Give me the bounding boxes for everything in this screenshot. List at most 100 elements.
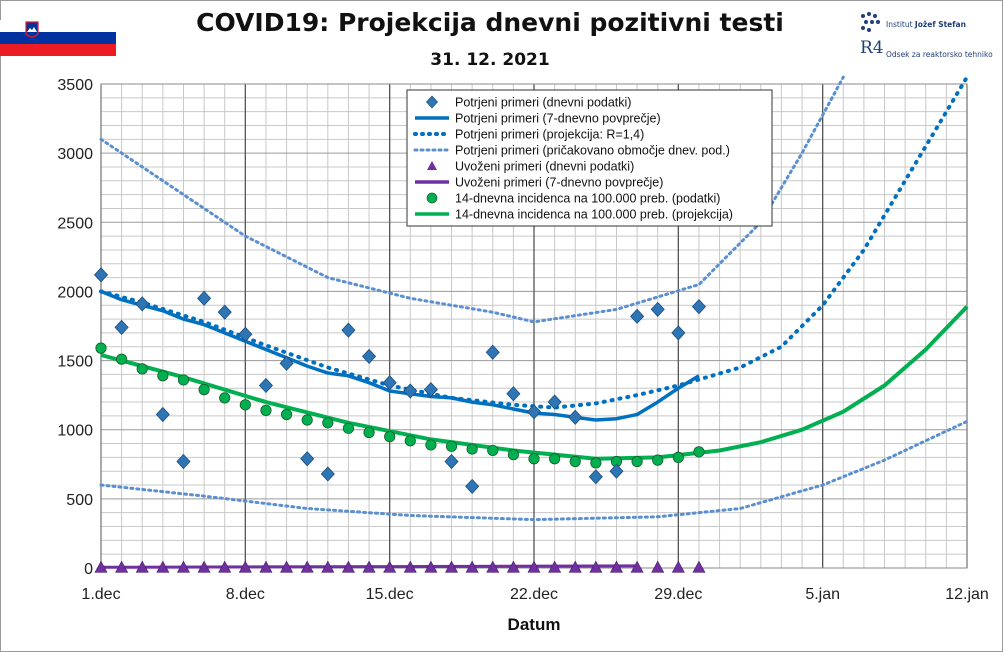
imported-data-point xyxy=(135,560,149,573)
incidence-data-point xyxy=(157,370,169,382)
imported-data-point xyxy=(115,560,129,573)
confirmed-data-point xyxy=(691,299,706,315)
y-tick-label: 0 xyxy=(84,561,93,578)
series-projection-line xyxy=(99,75,969,410)
incidence-data-point xyxy=(136,363,148,375)
series-expected-range-line xyxy=(99,75,845,324)
incidence-data-point xyxy=(363,426,375,439)
imported-data-point xyxy=(486,560,500,573)
imported-data-point xyxy=(609,560,623,573)
incidence-data-point xyxy=(95,342,107,354)
incidence-data-point xyxy=(672,451,684,463)
incidence-data-point xyxy=(445,440,458,452)
confirmed-data-point xyxy=(155,406,170,423)
imported-data-point xyxy=(94,560,108,573)
legend-label: 14-dnevna incidenca na 100.000 preb. (pr… xyxy=(455,208,733,222)
incidence-data-point xyxy=(342,422,355,434)
confirmed-data-point xyxy=(258,377,273,394)
x-tick-labels: 1.dec 8.dec 15.dec 22.dec 29.dec 5.jan 12.jan xyxy=(81,586,988,603)
imported-data-point xyxy=(238,560,252,573)
confirmed-data-point xyxy=(526,404,542,420)
imported-data-point xyxy=(506,560,520,573)
incidence-data-point xyxy=(466,443,478,455)
y-tick-label: 3000 xyxy=(57,146,93,163)
confirmed-data-point xyxy=(382,375,397,391)
chart-subtitle: 31. 12. 2021 xyxy=(430,50,550,70)
legend-label: Potrjeni primeri (projekcija: R=1,4) xyxy=(455,128,644,142)
y-tick-label: 2000 xyxy=(57,284,93,301)
x-axis-label: Datum xyxy=(508,615,561,634)
imported-data-point xyxy=(548,560,562,573)
x-tick-label: 15.dec xyxy=(366,586,414,603)
legend-label: 14-dnevna incidenca na 100.000 preb. (po… xyxy=(455,192,720,206)
confirmed-data-point xyxy=(93,267,109,283)
legend-label: Potrjeni primeri (dnevni podatki) xyxy=(455,96,631,110)
imported-data-point xyxy=(424,560,438,573)
incidence-data-point xyxy=(239,399,251,411)
series-marks xyxy=(93,75,969,573)
imported-data-point xyxy=(568,560,582,573)
imported-data-point xyxy=(362,560,376,573)
confirmed-data-point xyxy=(630,308,645,324)
confirmed-data-point xyxy=(238,326,253,342)
incidence-data-point xyxy=(569,455,581,468)
confirmed-data-point xyxy=(547,394,562,410)
legend-marker xyxy=(427,161,437,170)
incidence-data-point xyxy=(384,431,396,443)
legend-box xyxy=(406,89,773,227)
incidence-data-point xyxy=(631,455,643,468)
confirmed-data-point xyxy=(671,325,686,341)
incidence-data-point xyxy=(116,353,128,365)
imported-data-point xyxy=(280,560,294,573)
x-tick-label: 1.dec xyxy=(81,586,120,603)
incidence-data-point xyxy=(260,404,272,416)
imported-data-point xyxy=(445,560,459,573)
imported-data-point xyxy=(176,560,190,573)
legend-marker xyxy=(426,95,438,109)
imported-data-point xyxy=(321,560,335,573)
y-tick-label: 3500 xyxy=(57,77,93,94)
incidence-data-point xyxy=(177,374,190,386)
incidence-data-point xyxy=(198,384,210,396)
incidence-data-point xyxy=(322,417,334,429)
confirmed-data-point xyxy=(362,348,377,365)
x-tick-label: 29.dec xyxy=(654,586,702,603)
legend-marker xyxy=(426,192,438,204)
ijs-logo-text: Institut Jožef Stefan xyxy=(886,20,966,29)
incidence-data-point xyxy=(404,435,416,447)
incidence-data-point xyxy=(528,453,540,465)
confirmed-data-point xyxy=(217,304,232,320)
series-7day-average-line xyxy=(100,289,700,422)
imported-data-point xyxy=(630,560,644,573)
confirmed-data-point xyxy=(465,478,480,494)
series-expected-range-line xyxy=(99,419,969,522)
legend: Potrjeni primeri (dnevni podatki) Potrjen… xyxy=(406,89,773,227)
incidence-data-point xyxy=(280,408,293,421)
flag-red-stripe xyxy=(0,44,116,56)
incidence-data-point xyxy=(219,392,231,404)
x-tick-label: 22.dec xyxy=(510,586,558,603)
incidence-data-point xyxy=(487,444,499,457)
x-tick-label: 8.dec xyxy=(226,586,265,603)
legend-label: Uvoženi primeri (dnevni podatki) xyxy=(455,160,634,174)
legend-label: Potrjeni primeri (7-dnevno povprečje) xyxy=(455,112,661,126)
incidence-data-point xyxy=(507,449,519,461)
y-tick-label: 2500 xyxy=(57,215,93,232)
r4-logo-text: Odsek za reaktorsko tehniko xyxy=(886,50,993,59)
confirmed-data-point xyxy=(300,451,315,467)
confirmed-data-point xyxy=(485,344,500,360)
confirmed-data-point xyxy=(176,453,191,470)
legend-label: Uvoženi primeri (7-dnevno povprečje) xyxy=(455,176,663,190)
r4-logo-mark: R4 xyxy=(860,38,884,58)
imported-data-point xyxy=(671,560,685,573)
incidence-data-point xyxy=(652,454,664,466)
confirmed-data-point xyxy=(114,319,129,335)
incidence-data-point xyxy=(425,439,437,451)
imported-data-point xyxy=(527,560,541,573)
x-tick-label: 5.jan xyxy=(805,586,840,603)
incidence-data-point xyxy=(549,453,561,465)
confirmed-data-point xyxy=(609,463,624,479)
incidence-data-point xyxy=(693,446,705,458)
confirmed-data-point xyxy=(279,355,294,371)
